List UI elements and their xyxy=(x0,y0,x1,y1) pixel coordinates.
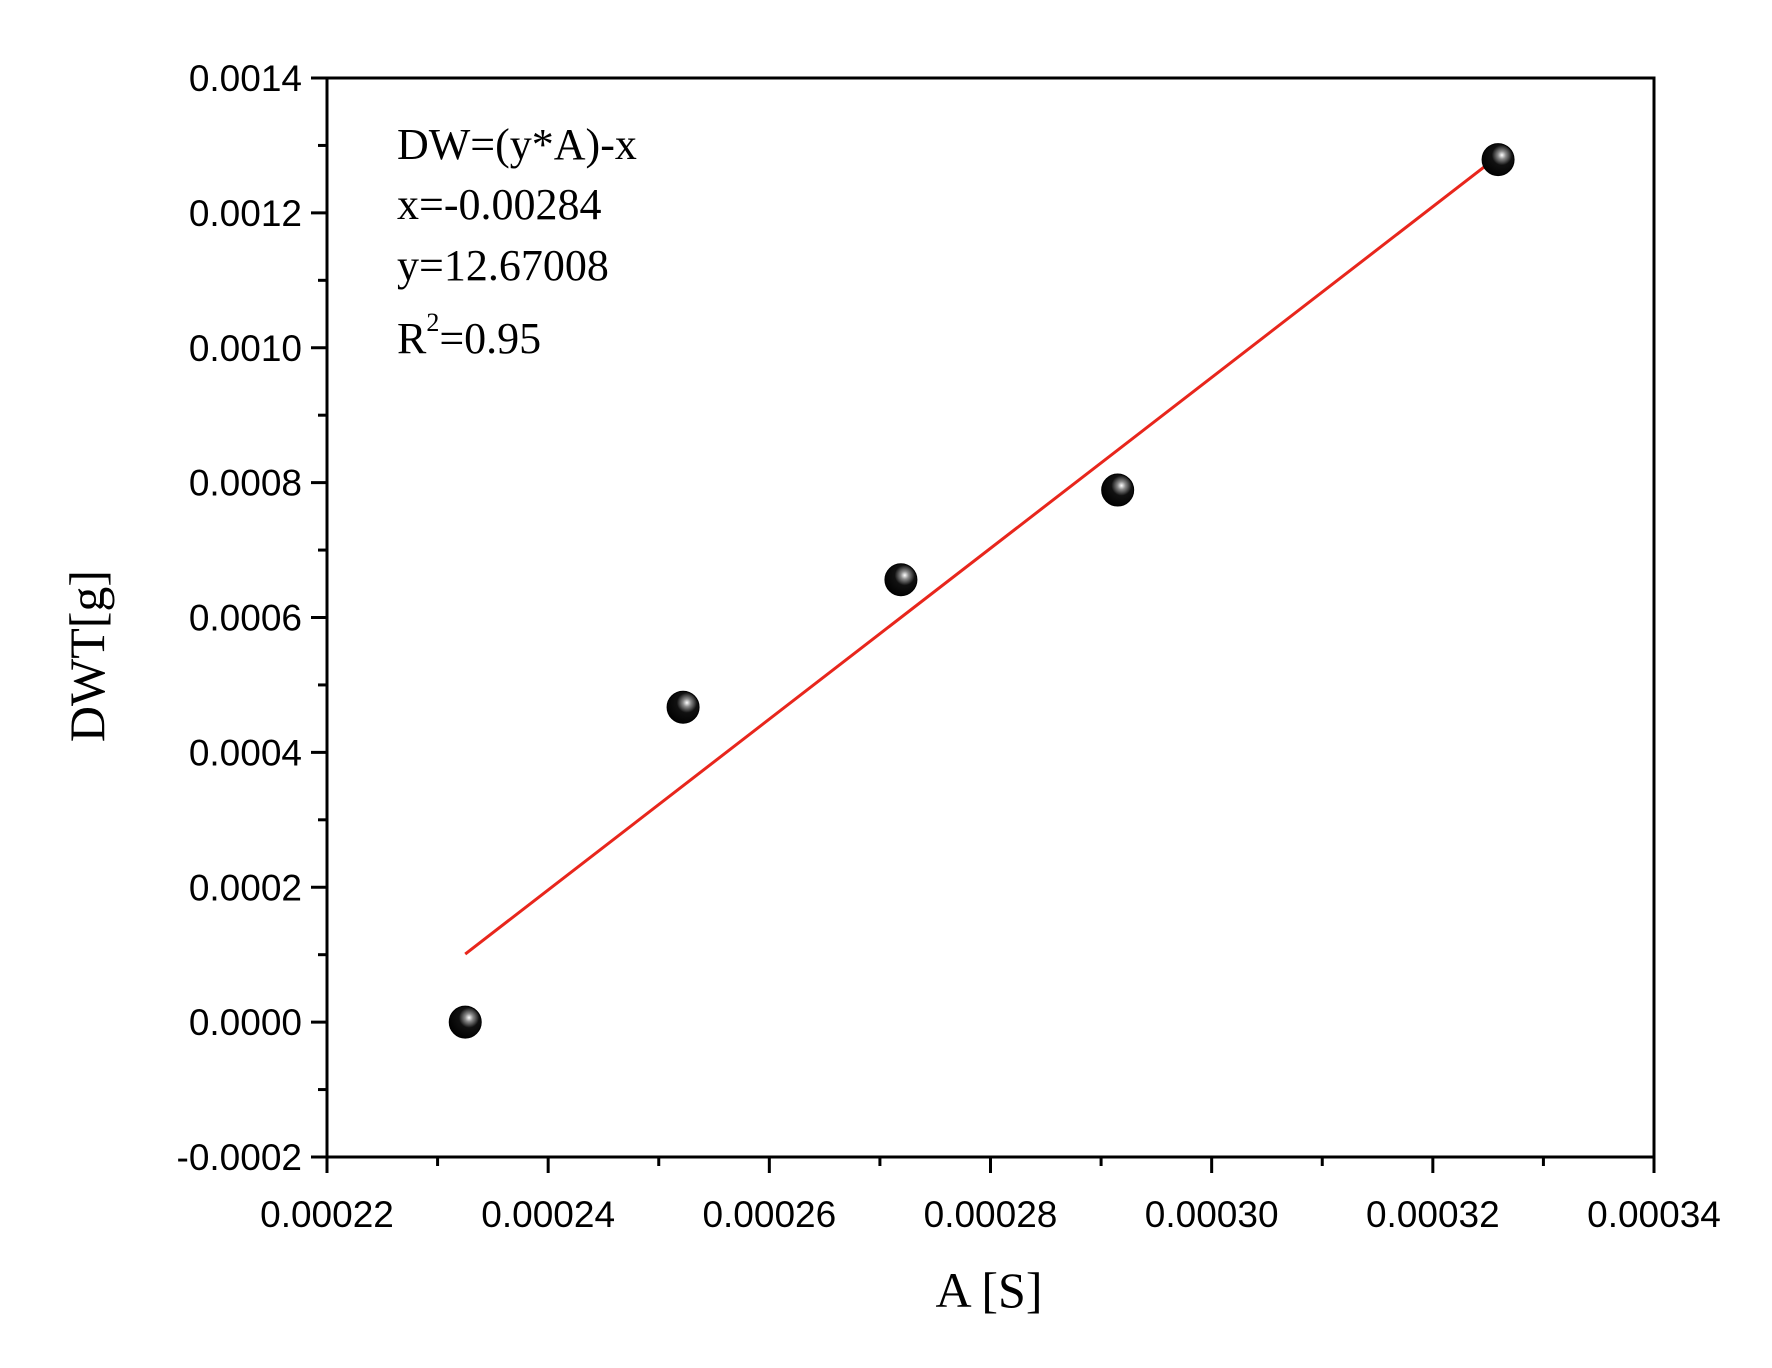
data-point xyxy=(448,1005,482,1039)
y-tick-label: 0.0010 xyxy=(189,328,302,369)
equation-text: DW=(y*A)-x xyxy=(397,120,637,169)
r-squared-value: =0.95 xyxy=(439,314,541,363)
x-tick-label: 0.00034 xyxy=(1587,1194,1721,1235)
x-tick-label: 0.00032 xyxy=(1366,1194,1500,1235)
y-value-text: y=12.67008 xyxy=(397,241,609,290)
y-tick-label: 0.0008 xyxy=(189,463,302,504)
y-tick-label: 0.0006 xyxy=(189,598,302,639)
y-tick-label: 0.0002 xyxy=(189,867,302,908)
r-squared-text: R2=0.95 xyxy=(397,308,541,363)
data-point xyxy=(1481,143,1515,177)
y-axis-ticks: -0.0002 0.0000 0.0002 0.0004 0.0006 0.0008 0.0… xyxy=(177,58,327,1178)
r-squared-prefix: R xyxy=(397,314,427,363)
r-squared-superscript: 2 xyxy=(426,308,439,337)
x-tick-label: 0.00026 xyxy=(702,1194,836,1235)
fit-annotation: DW=(y*A)-x x=-0.00284 y=12.67008 R2=0.95 xyxy=(397,120,637,363)
x-tick-label: 0.00022 xyxy=(260,1194,394,1235)
y-axis-title: DWT[g] xyxy=(59,570,115,742)
fit-line xyxy=(464,155,1499,956)
x-axis-ticks: 0.00022 0.00024 0.00026 0.00028 0.00030 0.000… xyxy=(260,1157,1721,1235)
y-tick-label: 0.0000 xyxy=(189,1002,302,1043)
y-tick-label: 0.0014 xyxy=(189,58,302,99)
data-points xyxy=(448,143,1515,1039)
x-tick-label: 0.00028 xyxy=(924,1194,1058,1235)
data-point xyxy=(666,690,700,724)
x-tick-label: 0.00030 xyxy=(1145,1194,1279,1235)
y-tick-label: 0.0004 xyxy=(189,732,302,773)
plot-border xyxy=(325,76,1656,1159)
data-point xyxy=(884,563,918,597)
plot-frame xyxy=(325,76,1656,1159)
x-axis-title: A [S] xyxy=(936,1262,1043,1318)
x-value-text: x=-0.00284 xyxy=(397,180,601,229)
y-tick-label: -0.0002 xyxy=(177,1137,303,1178)
x-tick-label: 0.00024 xyxy=(481,1194,615,1235)
fit-line-group xyxy=(464,155,1499,956)
y-tick-label: 0.0012 xyxy=(189,193,302,234)
data-point xyxy=(1101,473,1135,507)
